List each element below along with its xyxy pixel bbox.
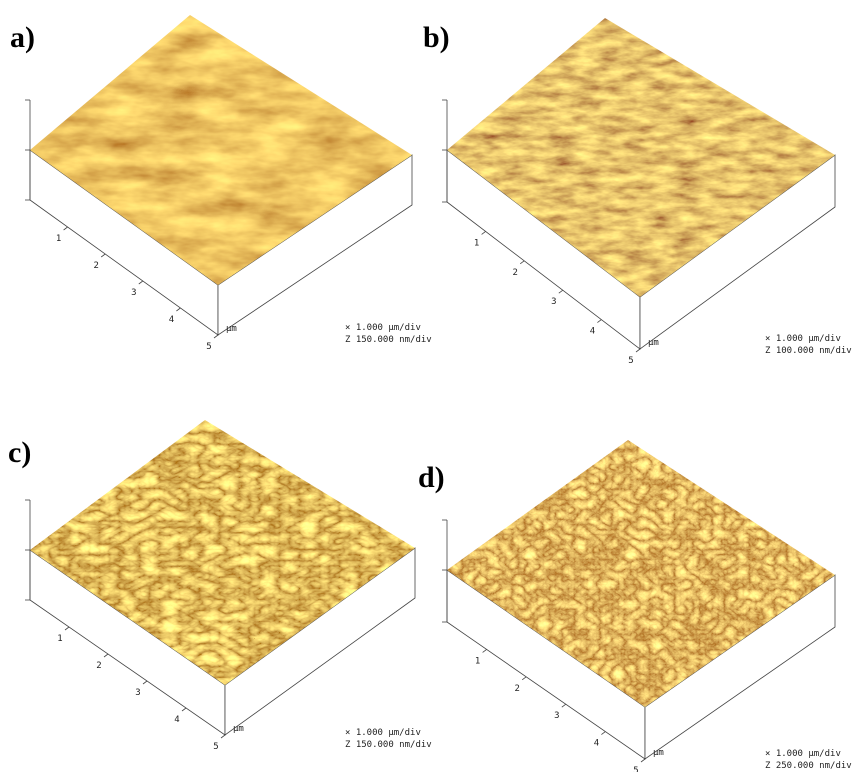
x-tick bbox=[139, 281, 143, 284]
x-scale: × 1.000 µm/div bbox=[765, 749, 841, 759]
x-tick bbox=[522, 677, 526, 680]
x-tick-label: 5 bbox=[206, 342, 211, 352]
x-tick bbox=[636, 349, 640, 352]
x-tick-label: 5 bbox=[213, 742, 218, 752]
surface bbox=[30, 420, 415, 685]
x-tick-label: 1 bbox=[57, 634, 62, 644]
z-scale: Z 100.000 nm/div bbox=[765, 346, 852, 356]
x-tick bbox=[597, 320, 601, 323]
x-tick bbox=[176, 308, 180, 311]
x-tick-label: 1 bbox=[474, 238, 479, 248]
x-tick bbox=[104, 654, 108, 657]
x-scale: × 1.000 µm/div bbox=[345, 728, 421, 738]
x-tick bbox=[64, 227, 68, 230]
x-tick bbox=[559, 290, 563, 293]
x-tick bbox=[483, 649, 487, 652]
z-scale: Z 250.000 nm/div bbox=[765, 761, 852, 771]
panel-label: a) bbox=[10, 21, 35, 54]
x-tick bbox=[520, 261, 524, 264]
panel-label: d) bbox=[418, 461, 445, 494]
x-tick-label: 2 bbox=[96, 661, 101, 671]
x-tick bbox=[65, 627, 69, 630]
x-tick bbox=[214, 335, 218, 338]
x-tick bbox=[182, 708, 186, 711]
figure: a) 1 2 3 4 5 µm × 1.000 µm/div Z 150.000 nm/div b… bbox=[0, 0, 855, 772]
x-tick-label: 3 bbox=[135, 688, 140, 698]
unit-label: µm bbox=[653, 748, 664, 758]
x-tick-label: 4 bbox=[590, 327, 595, 337]
x-tick-label: 4 bbox=[169, 315, 174, 325]
x-tick-label: 1 bbox=[56, 234, 61, 244]
x-tick bbox=[641, 759, 645, 762]
x-tick-label: 3 bbox=[551, 297, 556, 307]
x-tick bbox=[221, 735, 225, 738]
x-tick-label: 2 bbox=[512, 268, 517, 278]
x-tick-label: 5 bbox=[633, 766, 638, 772]
z-scale: Z 150.000 nm/div bbox=[345, 335, 432, 345]
x-tick bbox=[143, 681, 147, 684]
x-tick-label: 4 bbox=[174, 715, 179, 725]
surface bbox=[447, 18, 835, 297]
surface bbox=[30, 15, 412, 285]
x-tick-label: 2 bbox=[514, 684, 519, 694]
unit-label: µm bbox=[233, 724, 244, 734]
x-scale: × 1.000 µm/div bbox=[345, 323, 421, 333]
x-tick bbox=[101, 254, 105, 257]
x-tick-label: 3 bbox=[131, 288, 136, 298]
x-tick bbox=[601, 732, 605, 735]
panel-label: b) bbox=[423, 21, 450, 54]
panel-label: c) bbox=[8, 436, 31, 469]
x-tick-label: 3 bbox=[554, 711, 559, 721]
x-tick-label: 5 bbox=[628, 356, 633, 366]
x-tick-label: 4 bbox=[594, 739, 599, 749]
z-scale: Z 150.000 nm/div bbox=[345, 740, 432, 750]
x-scale: × 1.000 µm/div bbox=[765, 334, 841, 344]
unit-label: µm bbox=[648, 338, 659, 348]
x-tick-label: 1 bbox=[475, 656, 480, 666]
x-tick bbox=[482, 231, 486, 234]
unit-label: µm bbox=[226, 324, 237, 334]
x-tick-label: 2 bbox=[93, 261, 98, 271]
x-tick bbox=[562, 704, 566, 707]
